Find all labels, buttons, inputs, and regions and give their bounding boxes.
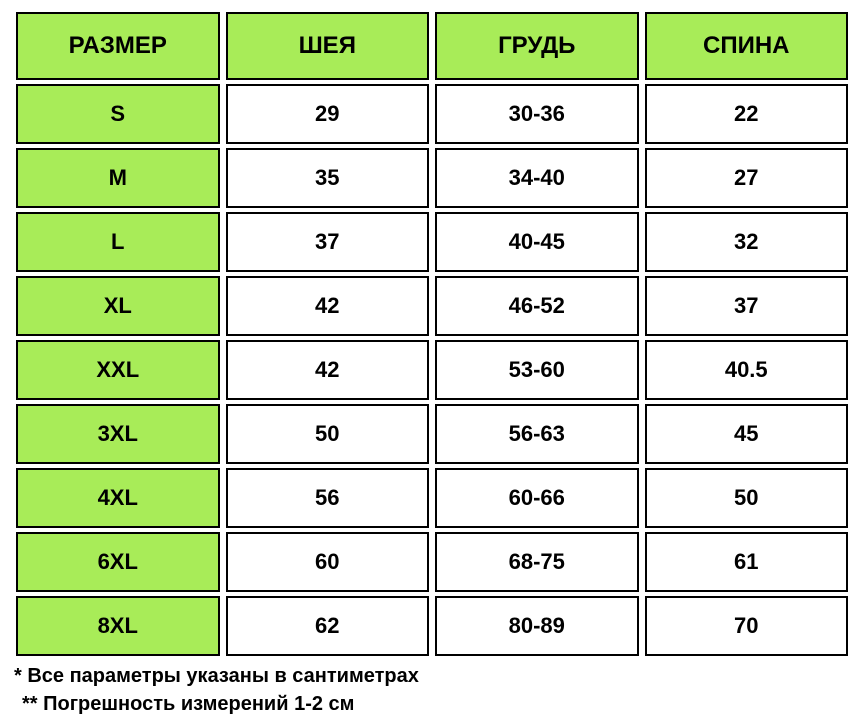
back-cell: 50 — [645, 468, 849, 528]
size-cell: XL — [16, 276, 220, 336]
neck-cell: 50 — [226, 404, 430, 464]
back-cell: 40.5 — [645, 340, 849, 400]
neck-cell: 62 — [226, 596, 430, 656]
footnotes: * Все параметры указаны в сантиметрах **… — [10, 660, 854, 718]
neck-cell: 56 — [226, 468, 430, 528]
table-row: 3XL 50 56-63 45 — [16, 404, 848, 464]
neck-cell: 35 — [226, 148, 430, 208]
back-cell: 45 — [645, 404, 849, 464]
neck-cell: 29 — [226, 84, 430, 144]
size-table: РАЗМЕР ШЕЯ ГРУДЬ СПИНА S 29 30-36 22 M 3… — [10, 8, 854, 660]
table-header-row: РАЗМЕР ШЕЯ ГРУДЬ СПИНА — [16, 12, 848, 80]
size-cell: 3XL — [16, 404, 220, 464]
chest-cell: 60-66 — [435, 468, 639, 528]
chest-cell: 30-36 — [435, 84, 639, 144]
col-header-chest: ГРУДЬ — [435, 12, 639, 80]
back-cell: 37 — [645, 276, 849, 336]
back-cell: 61 — [645, 532, 849, 592]
col-header-size: РАЗМЕР — [16, 12, 220, 80]
chest-cell: 34-40 — [435, 148, 639, 208]
table-row: 8XL 62 80-89 70 — [16, 596, 848, 656]
table-row: L 37 40-45 32 — [16, 212, 848, 272]
table-row: 4XL 56 60-66 50 — [16, 468, 848, 528]
neck-cell: 42 — [226, 340, 430, 400]
chest-cell: 46-52 — [435, 276, 639, 336]
footnote-line-1: * Все параметры указаны в сантиметрах — [14, 662, 850, 690]
col-header-back: СПИНА — [645, 12, 849, 80]
neck-cell: 37 — [226, 212, 430, 272]
size-cell: XXL — [16, 340, 220, 400]
chest-cell: 80-89 — [435, 596, 639, 656]
size-cell: L — [16, 212, 220, 272]
back-cell: 22 — [645, 84, 849, 144]
table-row: M 35 34-40 27 — [16, 148, 848, 208]
table-row: XL 42 46-52 37 — [16, 276, 848, 336]
chest-cell: 68-75 — [435, 532, 639, 592]
chest-cell: 53-60 — [435, 340, 639, 400]
neck-cell: 60 — [226, 532, 430, 592]
back-cell: 70 — [645, 596, 849, 656]
col-header-neck: ШЕЯ — [226, 12, 430, 80]
chest-cell: 40-45 — [435, 212, 639, 272]
footnote-line-2: ** Погрешность измерений 1-2 см — [14, 690, 850, 718]
neck-cell: 42 — [226, 276, 430, 336]
size-cell: 6XL — [16, 532, 220, 592]
back-cell: 27 — [645, 148, 849, 208]
size-cell: S — [16, 84, 220, 144]
chest-cell: 56-63 — [435, 404, 639, 464]
table-row: 6XL 60 68-75 61 — [16, 532, 848, 592]
size-cell: 4XL — [16, 468, 220, 528]
size-cell: M — [16, 148, 220, 208]
table-row: S 29 30-36 22 — [16, 84, 848, 144]
table-row: XXL 42 53-60 40.5 — [16, 340, 848, 400]
size-cell: 8XL — [16, 596, 220, 656]
back-cell: 32 — [645, 212, 849, 272]
